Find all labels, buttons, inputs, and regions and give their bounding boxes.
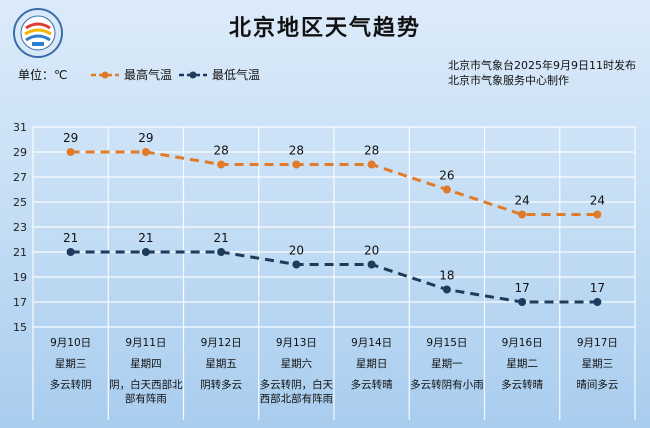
- legend-low-swatch: [179, 71, 207, 78]
- data-label: 28: [213, 144, 228, 158]
- series-high-point: [141, 148, 150, 156]
- series-low-point: [141, 248, 150, 256]
- data-label: 17: [590, 281, 605, 295]
- y-tick-label: 29: [13, 146, 27, 159]
- weekday-label: 星期六: [280, 358, 313, 370]
- data-label: 29: [138, 131, 153, 145]
- condition-label: 阴，白天西部北部有阵雨: [109, 379, 183, 405]
- data-label: 21: [138, 231, 153, 245]
- x-tick-label: 9月10日: [50, 337, 92, 349]
- x-tick-label: 9月11日: [125, 337, 167, 349]
- series-low-point: [292, 260, 301, 269]
- series-low-point: [442, 285, 451, 294]
- condition-label: 多云转晴: [350, 379, 393, 391]
- page-title: 北京地区天气趋势: [228, 15, 421, 41]
- y-tick-label: 27: [13, 171, 27, 184]
- x-tick-label: 9月13日: [275, 337, 317, 349]
- series-low-point: [518, 298, 527, 306]
- legend-high: 最高气温: [90, 66, 172, 83]
- legend-low: 最低气温: [178, 66, 260, 83]
- legend-high-swatch: [91, 71, 119, 78]
- weekday-label: 星期四: [130, 358, 162, 370]
- condition-label: 多云转阴有小雨: [410, 379, 484, 391]
- data-label: 28: [289, 144, 304, 158]
- data-label: 17: [514, 281, 529, 295]
- weekday-label: 星期日: [355, 358, 388, 370]
- condition-label: 阴转多云: [200, 379, 243, 391]
- series-high-point: [442, 185, 451, 194]
- series-high-point: [593, 210, 602, 219]
- data-label: 20: [289, 244, 304, 258]
- data-label: 20: [364, 244, 379, 258]
- series-high-point: [66, 148, 75, 156]
- unit-label: 单位：℃: [18, 68, 68, 82]
- x-tick-label: 9月16日: [501, 337, 543, 349]
- weekday-label: 星期一: [431, 358, 463, 370]
- y-tick-label: 21: [13, 246, 27, 259]
- weekday-label: 星期三: [581, 358, 614, 370]
- publisher-line-2: 北京市气象服务中心制作: [448, 74, 569, 87]
- condition-label: 晴间多云: [576, 379, 619, 391]
- y-tick-label: 19: [13, 271, 27, 284]
- series-low-point: [367, 260, 376, 269]
- data-label: 29: [63, 131, 78, 145]
- condition-label: 多云转晴: [501, 379, 544, 391]
- publisher-info: 北京市气象台2025年9月9日11时发布 北京市气象服务中心制作: [448, 58, 636, 88]
- weekday-label: 星期五: [205, 358, 237, 370]
- weekday-label: 星期二: [506, 358, 538, 370]
- x-tick-label: 9月12日: [200, 337, 242, 349]
- series-low-point: [593, 298, 602, 306]
- y-tick-label: 15: [13, 321, 27, 334]
- y-tick-label: 31: [13, 121, 27, 134]
- y-tick-label: 25: [13, 196, 27, 209]
- data-label: 28: [364, 144, 379, 158]
- data-label: 21: [213, 231, 228, 245]
- x-tick-label: 9月17日: [576, 337, 618, 349]
- series-high-point: [518, 210, 527, 219]
- series-low-point: [217, 248, 226, 256]
- condition-label: 多云转阴: [49, 379, 92, 391]
- data-label: 26: [439, 169, 454, 183]
- data-label: 24: [590, 194, 605, 208]
- x-tick-label: 9月14日: [351, 337, 393, 349]
- data-label: 18: [439, 269, 454, 283]
- y-tick-label: 23: [13, 221, 27, 234]
- series-low-point: [66, 248, 75, 256]
- x-tick-label: 9月15日: [426, 337, 468, 349]
- y-tick-label: 17: [13, 296, 27, 309]
- publisher-line-1: 北京市气象台2025年9月9日11时发布: [448, 59, 636, 72]
- data-label: 24: [514, 194, 529, 208]
- series-high-point: [367, 160, 376, 169]
- series-high-point: [292, 160, 301, 169]
- legend-low-label: 最低气温: [212, 68, 261, 82]
- meteorological-logo: [10, 6, 66, 60]
- weekday-label: 星期三: [54, 358, 87, 370]
- condition-label: 多云转阴，白天西部北部有阵雨: [259, 379, 334, 405]
- data-label: 21: [63, 231, 78, 245]
- series-high-point: [217, 160, 226, 169]
- legend-high-label: 最高气温: [124, 68, 173, 82]
